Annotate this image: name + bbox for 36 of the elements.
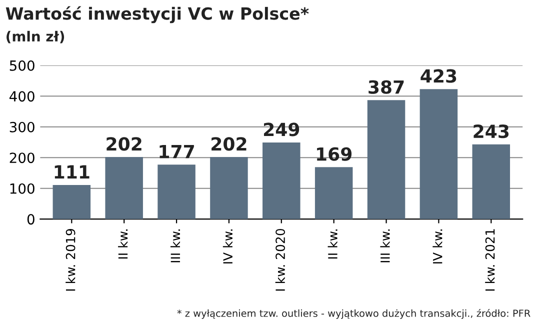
bar bbox=[314, 167, 353, 220]
x-tick-label: III kw. bbox=[380, 229, 390, 262]
y-tick-label: 500 bbox=[10, 60, 34, 71]
x-tick-label: II kw. bbox=[328, 229, 338, 259]
text: * z wyłączeniem tzw. outliers - wyjątkowo dużych transakcji., źródło: PFR bbox=[177, 309, 530, 319]
y-tick-label: 200 bbox=[10, 152, 34, 164]
bar bbox=[210, 157, 248, 220]
chart-title: Wartość inwestycji VC w Polsce* bbox=[6, 6, 309, 24]
x-tick-label: IV kw. bbox=[432, 229, 442, 264]
data-label: 202 bbox=[212, 137, 246, 151]
data-label: 423 bbox=[420, 69, 456, 83]
data-label: 111 bbox=[54, 165, 90, 178]
x-tick-label: I kw. 2021 bbox=[485, 229, 495, 291]
y-tick-label: 100 bbox=[10, 183, 34, 194]
x-tick-label: III kw. bbox=[170, 229, 180, 262]
data-label: 387 bbox=[368, 80, 404, 94]
data-label: 243 bbox=[474, 124, 509, 138]
chart-subtitle: (mln zł) bbox=[6, 30, 64, 44]
bar bbox=[105, 157, 143, 220]
y-tick-label: 400 bbox=[10, 91, 34, 102]
data-label: 177 bbox=[160, 144, 194, 158]
y-tick-label: 300 bbox=[10, 122, 34, 132]
bar bbox=[262, 142, 300, 220]
x-tick-label: II kw. bbox=[118, 229, 128, 259]
x-tick-label: I kw. 2020 bbox=[275, 228, 286, 291]
y-tick-label: 0 bbox=[27, 214, 34, 225]
bar bbox=[52, 184, 91, 220]
x-tick-label: IV kw. bbox=[222, 229, 232, 264]
bar bbox=[472, 144, 510, 220]
x-tick-label: I kw. 2019 bbox=[66, 228, 76, 291]
bar bbox=[367, 100, 406, 220]
data-label: 202 bbox=[106, 137, 142, 151]
data-label: 249 bbox=[264, 122, 300, 136]
bar bbox=[158, 164, 196, 220]
data-label: 169 bbox=[317, 147, 352, 161]
bar bbox=[420, 89, 458, 220]
